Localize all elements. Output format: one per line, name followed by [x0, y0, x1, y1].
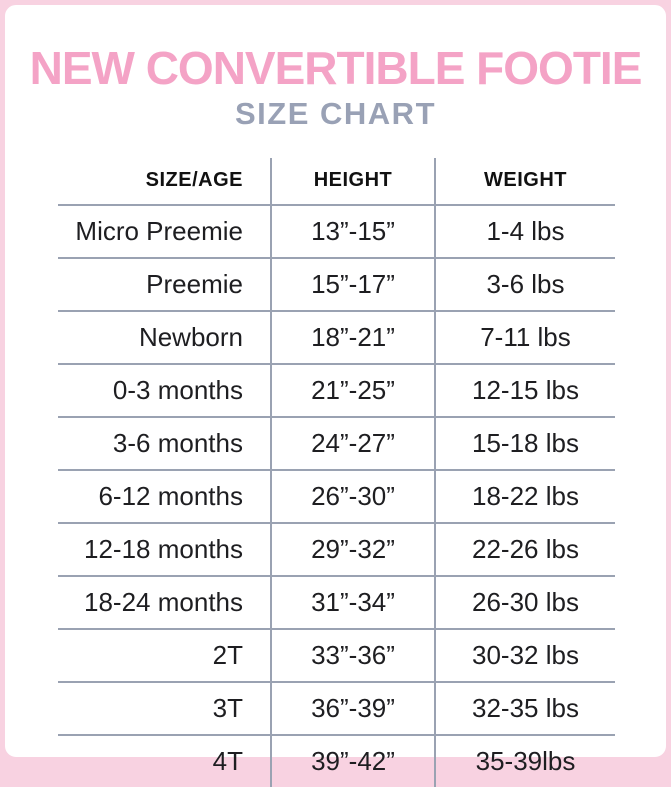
- weight-cell: 3-6 lbs: [434, 257, 615, 312]
- size-age-cell: Micro Preemie: [58, 204, 271, 259]
- table-row: Micro Preemie 13”-15” 1-4 lbs: [58, 204, 615, 259]
- table-row: 6-12 months 26”-30” 18-22 lbs: [58, 469, 615, 524]
- header-row: SIZE/AGE HEIGHT WEIGHT: [58, 157, 615, 206]
- size-age-value: 3-6 months: [112, 427, 243, 458]
- weight-cell: 22-26 lbs: [434, 522, 615, 577]
- size-age-cell: 12-18 months: [58, 522, 271, 577]
- column-header-label: SIZE/AGE: [145, 169, 243, 192]
- height-cell: 15”-17”: [270, 257, 435, 312]
- height-value: 13”-15”: [311, 215, 395, 246]
- height-cell: 36”-39”: [270, 681, 435, 736]
- weight-cell: 15-18 lbs: [434, 416, 615, 471]
- weight-cell: 7-11 lbs: [434, 310, 615, 365]
- weight-value: 22-26 lbs: [472, 533, 579, 564]
- size-age-value: 12-18 months: [84, 533, 243, 564]
- column-header-label: HEIGHT: [313, 169, 393, 192]
- column-header-weight: WEIGHT: [434, 157, 615, 206]
- size-age-cell: 3-6 months: [58, 416, 271, 471]
- table-row: Preemie 15”-17” 3-6 lbs: [58, 257, 615, 312]
- height-cell: 26”-30”: [270, 469, 435, 524]
- height-cell: 24”-27”: [270, 416, 435, 471]
- size-age-value: Newborn: [138, 321, 243, 352]
- height-value: 24”-27”: [311, 427, 395, 458]
- size-chart-table: SIZE/AGE HEIGHT WEIGHT Micro Preemie 13”…: [58, 157, 615, 787]
- weight-value: 30-32 lbs: [472, 639, 579, 670]
- height-value: 31”-34”: [311, 586, 395, 617]
- weight-value: 12-15 lbs: [472, 374, 579, 405]
- table-row: 3-6 months 24”-27” 15-18 lbs: [58, 416, 615, 471]
- height-cell: 33”-36”: [270, 628, 435, 683]
- height-value: 15”-17”: [311, 268, 395, 299]
- table-row: 3T 36”-39” 32-35 lbs: [58, 681, 615, 736]
- size-table-body: Micro Preemie 13”-15” 1-4 lbs Preemie 15…: [58, 204, 615, 787]
- weight-value: 32-35 lbs: [472, 692, 579, 723]
- size-age-value: 3T: [212, 692, 243, 723]
- height-value: 29”-32”: [311, 533, 395, 564]
- column-header-height: HEIGHT: [270, 157, 435, 206]
- table-row: 4T 39”-42” 35-39lbs: [58, 734, 615, 787]
- table-row: Newborn 18”-21” 7-11 lbs: [58, 310, 615, 365]
- size-age-value: 4T: [212, 745, 243, 776]
- page-title: NEW CONVERTIBLE FOOTIE: [29, 42, 643, 94]
- weight-cell: 30-32 lbs: [434, 628, 615, 683]
- size-age-cell: 3T: [58, 681, 271, 736]
- size-age-cell: 0-3 months: [58, 363, 271, 418]
- height-cell: 39”-42”: [270, 734, 435, 787]
- weight-value: 1-4 lbs: [486, 215, 565, 246]
- table-row: 0-3 months 21”-25” 12-15 lbs: [58, 363, 615, 418]
- table-row: 2T 33”-36” 30-32 lbs: [58, 628, 615, 683]
- weight-cell: 12-15 lbs: [434, 363, 615, 418]
- page-subtitle: SIZE CHART: [235, 96, 436, 131]
- height-cell: 21”-25”: [270, 363, 435, 418]
- weight-cell: 26-30 lbs: [434, 575, 615, 630]
- table-row: 12-18 months 29”-32” 22-26 lbs: [58, 522, 615, 577]
- height-cell: 18”-21”: [270, 310, 435, 365]
- height-value: 33”-36”: [311, 639, 395, 670]
- weight-cell: 1-4 lbs: [434, 204, 615, 259]
- height-cell: 29”-32”: [270, 522, 435, 577]
- size-age-value: 6-12 months: [98, 480, 243, 511]
- height-value: 18”-21”: [311, 321, 395, 352]
- size-age-value: Preemie: [146, 268, 243, 299]
- weight-value: 15-18 lbs: [472, 427, 579, 458]
- weight-cell: 18-22 lbs: [434, 469, 615, 524]
- column-header-size-age: SIZE/AGE: [58, 157, 271, 206]
- weight-value: 35-39lbs: [475, 745, 576, 776]
- size-age-value: Micro Preemie: [75, 215, 243, 246]
- table-row: 18-24 months 31”-34” 26-30 lbs: [58, 575, 615, 630]
- height-value: 36”-39”: [311, 692, 395, 723]
- size-age-cell: 18-24 months: [58, 575, 271, 630]
- weight-value: 26-30 lbs: [472, 586, 579, 617]
- weight-value: 7-11 lbs: [480, 321, 571, 352]
- size-age-cell: 6-12 months: [58, 469, 271, 524]
- size-age-value: 18-24 months: [84, 586, 243, 617]
- size-age-cell: 2T: [58, 628, 271, 683]
- height-value: 21”-25”: [311, 374, 395, 405]
- size-age-cell: 4T: [58, 735, 271, 787]
- height-cell: 13”-15”: [270, 204, 435, 259]
- column-header-label: WEIGHT: [484, 169, 567, 192]
- weight-value: 18-22 lbs: [472, 480, 579, 511]
- size-age-value: 2T: [212, 639, 243, 670]
- size-age-cell: Preemie: [58, 257, 271, 312]
- size-age-cell: Newborn: [58, 310, 271, 365]
- size-age-value: 0-3 months: [112, 374, 243, 405]
- height-value: 39”-42”: [311, 745, 395, 776]
- height-value: 26”-30”: [311, 480, 395, 511]
- weight-cell: 35-39lbs: [434, 734, 615, 787]
- weight-cell: 32-35 lbs: [434, 681, 615, 736]
- weight-value: 3-6 lbs: [486, 268, 565, 299]
- height-cell: 31”-34”: [270, 575, 435, 630]
- size-table-header: SIZE/AGE HEIGHT WEIGHT: [58, 157, 615, 206]
